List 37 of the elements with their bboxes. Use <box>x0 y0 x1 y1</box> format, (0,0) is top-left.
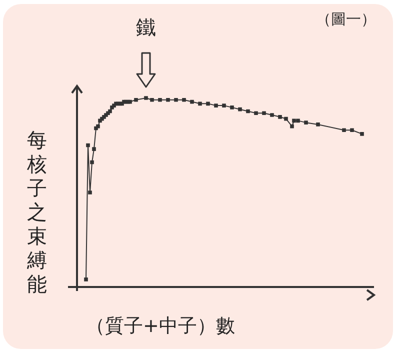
point <box>182 98 186 102</box>
point <box>342 128 346 132</box>
point <box>86 143 90 148</box>
point <box>88 190 92 194</box>
point <box>206 102 210 106</box>
point <box>290 124 294 128</box>
point <box>262 111 266 116</box>
point <box>292 118 296 123</box>
point <box>84 278 88 282</box>
point <box>278 114 282 119</box>
point <box>166 98 170 102</box>
y-axis-title: 每核子之束縛能 <box>26 128 48 296</box>
text: 鐵 <box>135 14 157 41</box>
point <box>284 116 288 121</box>
point <box>190 100 194 104</box>
point <box>246 109 250 114</box>
x-axis-title: （質子+中子）數 <box>86 314 235 339</box>
point <box>360 132 364 136</box>
point <box>270 113 274 117</box>
point <box>230 106 234 110</box>
point <box>214 104 218 108</box>
point <box>90 160 94 164</box>
point <box>254 111 258 116</box>
point <box>198 102 202 106</box>
point <box>158 98 162 102</box>
point <box>174 98 178 102</box>
point <box>144 96 148 100</box>
point <box>304 120 308 124</box>
point <box>134 98 138 102</box>
point <box>150 98 154 102</box>
text: （圖一） <box>316 10 376 29</box>
point <box>222 104 226 108</box>
point <box>316 122 320 126</box>
point <box>238 107 242 112</box>
point <box>92 147 96 151</box>
point <box>350 128 354 132</box>
point <box>296 118 300 123</box>
